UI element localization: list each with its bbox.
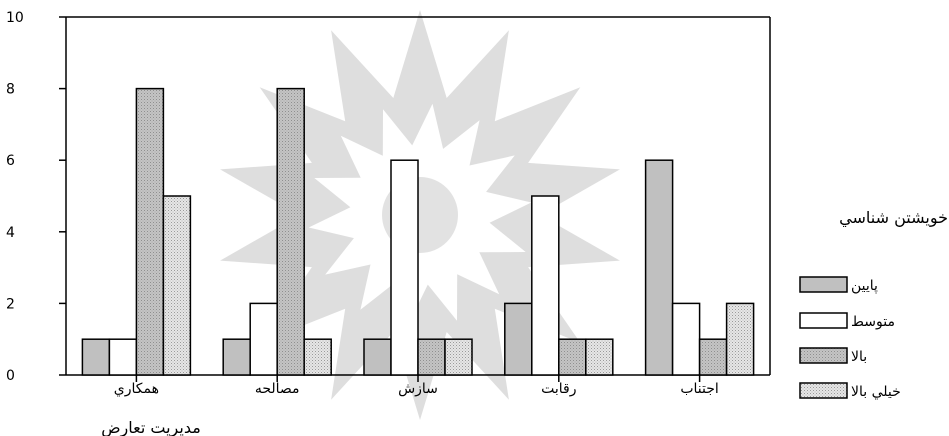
bar xyxy=(108,338,138,376)
legend-swatch xyxy=(799,347,848,364)
bar xyxy=(162,195,192,376)
bar xyxy=(725,302,755,376)
bar xyxy=(444,338,473,376)
y-tick-label: 6 xyxy=(6,153,15,169)
bar xyxy=(417,338,446,376)
legend-swatch xyxy=(799,382,848,399)
legend-label: پايين xyxy=(851,278,878,294)
legend: خويشتن شناسي پايين متوسط بالا خيلي بالا xyxy=(799,208,948,400)
legend-title: خويشتن شناسي xyxy=(839,208,948,228)
bar xyxy=(303,338,332,376)
x-category-label: مصالحه xyxy=(255,381,300,397)
bar xyxy=(222,338,251,376)
bars xyxy=(81,87,755,376)
bar xyxy=(363,338,392,376)
y-tick-label: 8 xyxy=(6,82,15,98)
legend-label: متوسط xyxy=(851,314,895,330)
legend-label: خيلي بالا xyxy=(851,384,901,400)
bar xyxy=(531,195,560,376)
bar xyxy=(671,302,701,376)
y-tick-label: 2 xyxy=(6,296,15,312)
bar xyxy=(644,159,674,376)
legend-swatch xyxy=(799,312,848,329)
bar xyxy=(558,338,587,376)
legend-swatch xyxy=(799,276,848,293)
y-tick-label: 4 xyxy=(6,225,15,241)
x-category-label: رقابت xyxy=(541,381,576,397)
x-category-label: سازش xyxy=(398,381,438,397)
y-tick-label: 10 xyxy=(6,10,24,26)
x-category-label: همكاري xyxy=(114,381,159,397)
y-ticks: 0 2 4 6 8 10 xyxy=(6,10,66,384)
rosette-inner-shape xyxy=(308,103,532,327)
bar xyxy=(81,338,111,376)
bar xyxy=(585,338,614,376)
bar xyxy=(698,338,728,376)
bar xyxy=(135,87,165,376)
bar xyxy=(276,87,305,376)
x-axis-label: مديريت تعارض xyxy=(101,418,201,436)
legend-label: بالا xyxy=(851,349,867,365)
bar xyxy=(390,159,419,376)
x-category-labels: همكاري مصالحه سازش رقابت اجتناب xyxy=(114,375,719,397)
x-category-label: اجتناب xyxy=(680,381,718,397)
bar xyxy=(504,302,533,376)
y-tick-label: 0 xyxy=(6,368,15,384)
bar xyxy=(249,302,278,376)
